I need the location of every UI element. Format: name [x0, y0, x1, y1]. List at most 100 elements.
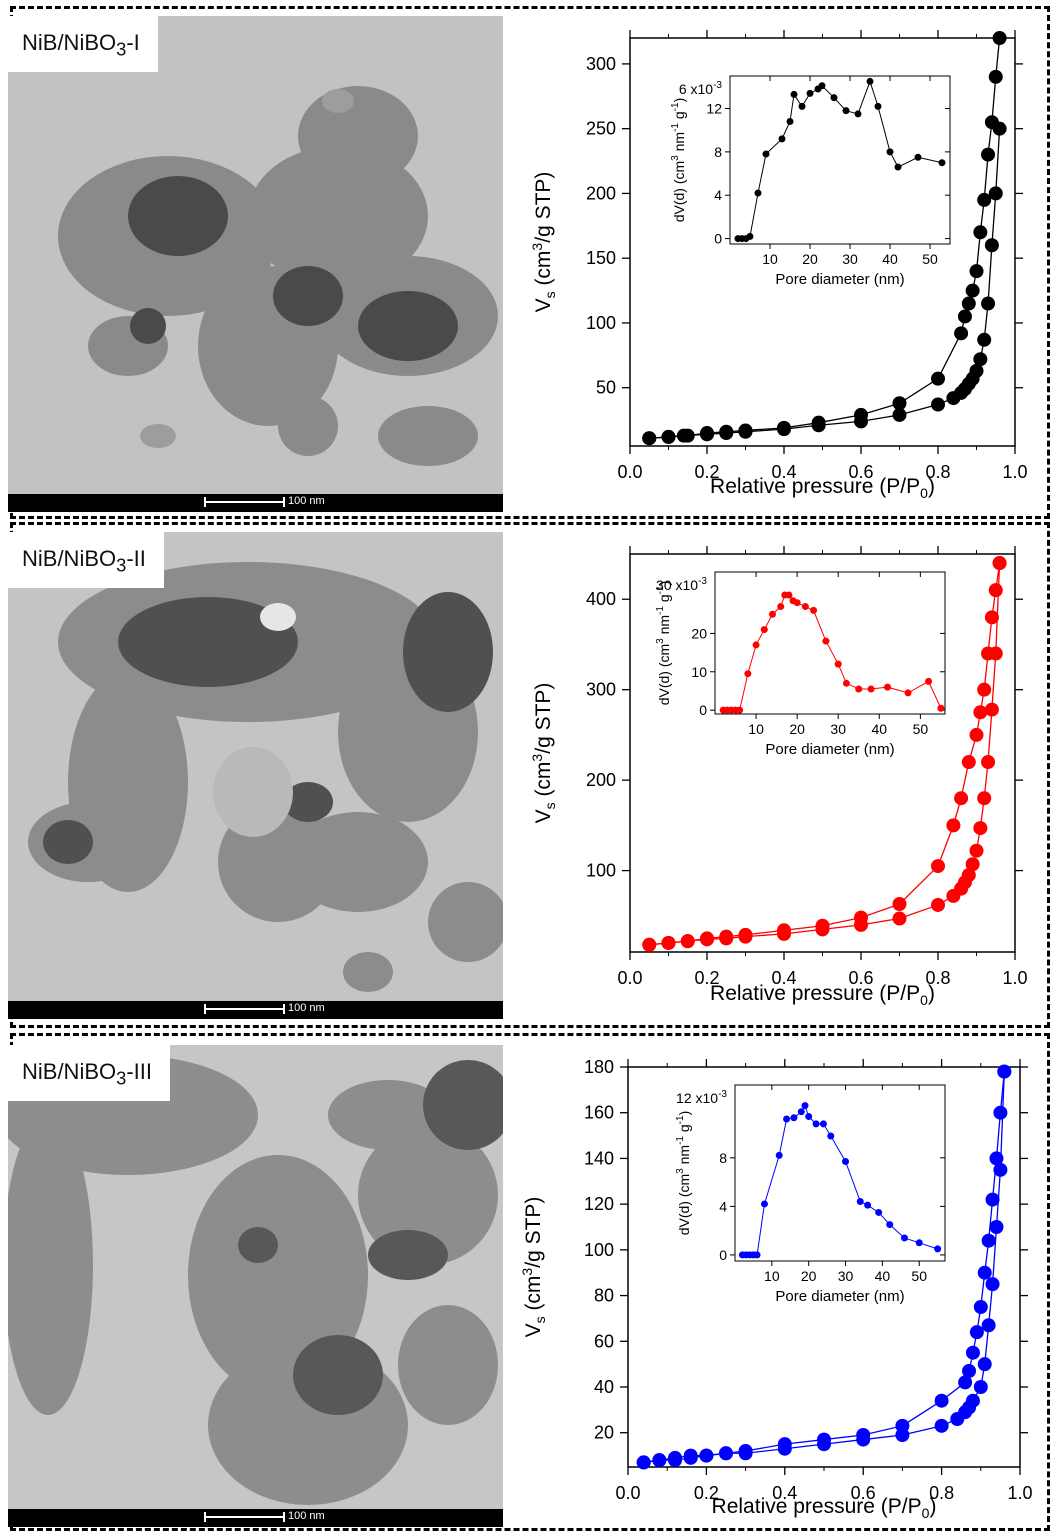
data-point — [700, 426, 714, 441]
inset-background — [660, 72, 958, 300]
inset-series-line — [738, 79, 943, 240]
series-line-desorption — [649, 37, 1001, 439]
data-point — [984, 238, 999, 253]
data-point — [962, 1364, 977, 1378]
data-point — [680, 428, 695, 443]
data-point — [892, 911, 907, 926]
data-point — [854, 407, 868, 422]
inset-data-point — [810, 606, 818, 614]
y-tick-label: 160 — [584, 1103, 614, 1123]
data-point — [854, 910, 868, 925]
data-point — [636, 1455, 651, 1470]
inset-x-tick-label: 40 — [871, 721, 887, 737]
data-point — [811, 415, 826, 430]
data-point — [957, 309, 972, 324]
data-point — [993, 1105, 1008, 1120]
inset-y-axis-label: dV(d) (cm3 nm-1 g-1) — [675, 1111, 692, 1236]
data-point — [892, 897, 907, 912]
inset-y-tick-label: 4 — [714, 187, 722, 203]
data-point — [856, 1428, 871, 1442]
data-point — [977, 1357, 992, 1372]
inset-data-point — [819, 1120, 827, 1128]
inset-x-tick-label: 20 — [801, 1268, 817, 1284]
data-point — [699, 1448, 714, 1463]
inset-data-point — [937, 704, 945, 712]
inset-data-point — [775, 1151, 783, 1159]
data-point — [817, 1432, 831, 1447]
data-point — [988, 583, 1003, 598]
x-tick-label: 0.0 — [615, 1483, 640, 1503]
data-point — [895, 1418, 910, 1433]
y-tick-label: 20 — [594, 1423, 614, 1443]
inset-x-tick-label: 40 — [882, 251, 898, 267]
scale-bar-1: 100 nm — [8, 494, 503, 512]
y-tick-label: 60 — [594, 1331, 614, 1351]
data-point — [969, 727, 984, 742]
inset-data-point — [914, 153, 922, 161]
inset-data-point — [812, 1120, 820, 1128]
data-point — [961, 755, 976, 770]
y-tick-label: 200 — [586, 770, 616, 790]
y-tick-label: 40 — [594, 1377, 614, 1397]
data-point — [973, 1380, 988, 1394]
data-point — [993, 1162, 1008, 1177]
data-point — [777, 420, 791, 435]
inset-data-point — [744, 670, 752, 678]
data-point — [815, 918, 830, 933]
inset-data-point — [797, 1108, 805, 1116]
inset-data-point — [783, 1115, 791, 1123]
data-point — [683, 1450, 698, 1465]
inset-y-tick-label: 20 — [691, 625, 707, 641]
inset-data-point — [915, 1239, 923, 1247]
data-point — [965, 1393, 980, 1408]
x-tick-label: 0.2 — [694, 968, 719, 988]
data-point — [965, 283, 980, 298]
inset-data-point — [801, 603, 809, 611]
sample-label-3: NiB/NiBO3-III — [8, 1045, 170, 1102]
inset-background — [665, 1081, 953, 1317]
inset-data-point — [818, 82, 826, 90]
x-axis-label: Relative pressure (P/P0) — [710, 475, 935, 501]
data-point — [981, 1233, 996, 1248]
inset-data-point — [834, 660, 842, 668]
y-tick-label: 180 — [584, 1057, 614, 1077]
data-point — [973, 352, 988, 367]
data-point — [985, 1277, 1000, 1292]
isotherm-chart-3: 0.0 0.2 0.4 0.6 0.8 1.02040608010012014016018… — [519, 1057, 1033, 1521]
data-point — [984, 610, 999, 625]
data-point — [738, 423, 753, 438]
data-point — [977, 332, 992, 347]
inset-multiplier: 30 x10-3 — [656, 576, 707, 593]
inset-data-point — [842, 679, 850, 687]
inset-data-point — [934, 1245, 942, 1253]
y-tick-label: 100 — [584, 1240, 614, 1260]
inset-data-point — [806, 89, 814, 97]
inset-data-point — [854, 110, 862, 118]
data-point — [931, 397, 945, 412]
inset-data-point — [884, 683, 891, 691]
y-tick-label: 80 — [594, 1286, 614, 1306]
inset-x-tick-label: 10 — [764, 1268, 780, 1284]
inset-data-point — [753, 1251, 761, 1259]
inset-y-tick-label: 8 — [714, 144, 722, 160]
inset-y-tick-label: 0 — [699, 702, 707, 718]
inset-data-point — [866, 77, 874, 85]
scale-label-1: 100 nm — [288, 495, 325, 507]
tem-particles-1 — [8, 16, 503, 512]
data-point — [984, 702, 999, 717]
inset-data-point — [925, 677, 933, 685]
inset-data-point — [746, 232, 754, 240]
data-point — [700, 931, 714, 946]
inset-y-tick-label: 10 — [691, 664, 707, 680]
x-tick-label: 1.0 — [1002, 462, 1027, 482]
inset-data-point — [760, 626, 768, 634]
data-point — [977, 682, 992, 697]
tem-particles-2 — [8, 532, 503, 1019]
inset-data-point — [874, 102, 882, 110]
inset-data-point — [790, 90, 798, 98]
data-point — [892, 407, 907, 422]
inset-data-point — [900, 1234, 908, 1242]
data-point — [719, 424, 734, 439]
inset-y-tick-label: 12 — [706, 101, 722, 117]
isotherm-chart-1: 0.0 0.2 0.4 0.6 0.8 1.050100150200250300Relat… — [529, 30, 1028, 501]
